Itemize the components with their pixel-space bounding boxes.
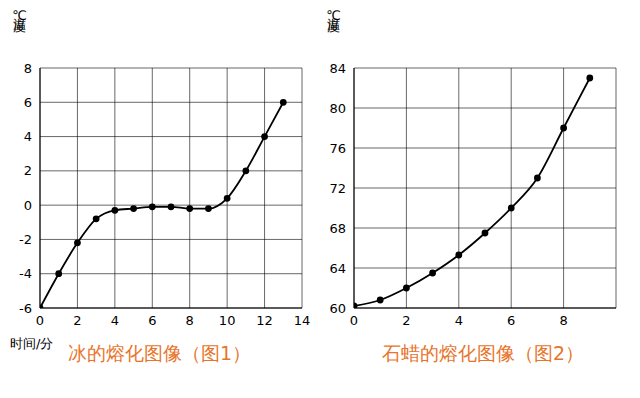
svg-text:60: 60 (329, 301, 346, 316)
svg-text:2: 2 (402, 313, 410, 328)
svg-text:4: 4 (111, 313, 119, 328)
svg-text:8: 8 (186, 313, 194, 328)
html-text:温度℃: 温度℃ (12, 8, 27, 23)
svg-text:0: 0 (24, 198, 32, 213)
svg-text:14: 14 (294, 313, 311, 328)
svg-text:-6: -6 (19, 301, 32, 316)
svg-text:72: 72 (329, 181, 346, 196)
svg-text:76: 76 (329, 141, 346, 156)
svg-text:10: 10 (219, 313, 236, 328)
svg-text:64: 64 (329, 261, 346, 276)
svg-text:4: 4 (455, 313, 463, 328)
svg-text:-2: -2 (19, 232, 32, 247)
svg-text:2: 2 (73, 313, 81, 328)
svg-text:84: 84 (329, 61, 346, 76)
html-text:时间/分: 时间/分 (10, 336, 54, 351)
svg-text:-4: -4 (19, 266, 32, 281)
svg-text:0: 0 (36, 313, 44, 328)
html-text:冰的熔化图像（图1）: 冰的熔化图像（图1） (68, 342, 252, 364)
svg-text:68: 68 (329, 221, 346, 236)
svg-text:80: 80 (329, 101, 346, 116)
svg-text:0: 0 (350, 313, 358, 328)
svg-text:8: 8 (24, 61, 32, 76)
svg-text:12: 12 (256, 313, 273, 328)
svg-text:6: 6 (507, 313, 515, 328)
svg-text:6: 6 (24, 95, 32, 110)
html-text:温度℃: 温度℃ (326, 8, 341, 23)
svg-text:8: 8 (559, 313, 567, 328)
svg-text:2: 2 (24, 163, 32, 178)
svg-text:6: 6 (148, 313, 156, 328)
html-text:石蜡的熔化图像（图2）: 石蜡的熔化图像（图2） (382, 342, 585, 364)
svg-text:4: 4 (24, 129, 32, 144)
